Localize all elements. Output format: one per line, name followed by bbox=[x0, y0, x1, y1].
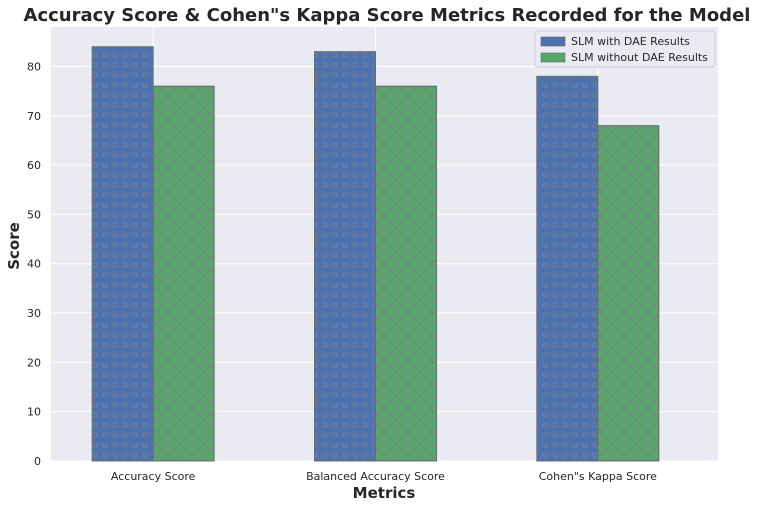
y-tick-label: 30 bbox=[27, 307, 41, 320]
y-tick-label: 60 bbox=[27, 159, 41, 172]
y-tick-label: 80 bbox=[27, 60, 41, 73]
y-axis-ticks: 0 10 20 30 40 50 60 70 80 bbox=[27, 60, 41, 468]
y-tick-label: 20 bbox=[27, 356, 41, 369]
x-tick-label: Accuracy Score bbox=[111, 470, 196, 483]
legend-label-with-dae: SLM with DAE Results bbox=[571, 35, 690, 48]
legend: SLM with DAE Results SLM without DAE Res… bbox=[534, 30, 716, 68]
bars bbox=[91, 46, 660, 462]
y-tick-label: 50 bbox=[27, 208, 41, 221]
bar-without-dae bbox=[152, 85, 215, 462]
x-axis-label: Metrics bbox=[353, 484, 416, 502]
legend-label-without-dae: SLM without DAE Results bbox=[571, 51, 708, 64]
legend-frame bbox=[534, 30, 716, 68]
bar-with-dae bbox=[536, 75, 599, 462]
legend-swatch-without-dae bbox=[540, 52, 566, 63]
bar-with-dae bbox=[91, 46, 154, 462]
y-tick-label: 0 bbox=[34, 455, 41, 468]
bar-with-dae bbox=[314, 51, 376, 462]
legend-swatch-with-dae bbox=[540, 36, 566, 47]
bar-without-dae bbox=[597, 125, 660, 462]
y-tick-label: 40 bbox=[27, 258, 41, 271]
y-axis-label: Score bbox=[5, 222, 23, 270]
x-tick-label: Balanced Accuracy Score bbox=[306, 470, 445, 483]
chart-title: Accuracy Score & Cohen"s Kappa Score Met… bbox=[24, 5, 751, 26]
bar-without-dae bbox=[375, 85, 437, 462]
x-tick-label: Cohen"s Kappa Score bbox=[539, 470, 657, 483]
y-tick-label: 10 bbox=[27, 406, 41, 419]
y-tick-label: 70 bbox=[27, 110, 41, 123]
x-axis-ticks: Accuracy Score Balanced Accuracy Score Coh… bbox=[111, 470, 657, 483]
